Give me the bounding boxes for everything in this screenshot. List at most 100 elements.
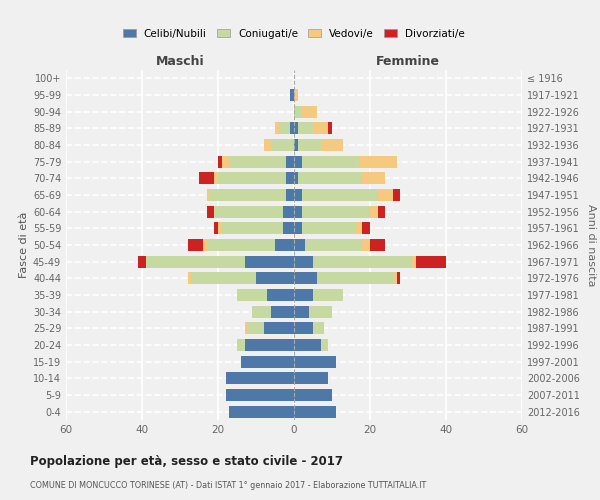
Bar [146, 256, 245, 268]
Bar [245, 322, 248, 334]
Bar [294, 156, 302, 168]
Bar [362, 222, 370, 234]
Bar [191, 272, 256, 284]
Bar [294, 306, 309, 318]
Bar [237, 289, 268, 301]
Bar [309, 306, 332, 318]
Bar [305, 239, 362, 251]
Bar [256, 272, 294, 284]
Bar [294, 106, 302, 118]
Bar [370, 206, 377, 218]
Bar [268, 289, 294, 301]
Bar [412, 256, 416, 268]
Bar [283, 206, 294, 218]
Bar [283, 222, 294, 234]
Bar [294, 122, 298, 134]
Bar [313, 122, 328, 134]
Bar [226, 372, 294, 384]
Bar [294, 356, 336, 368]
Bar [320, 139, 343, 151]
Bar [229, 406, 294, 417]
Bar [245, 256, 294, 268]
Bar [188, 239, 203, 251]
Bar [298, 172, 362, 184]
Y-axis label: Anni di nascita: Anni di nascita [586, 204, 596, 286]
Bar [226, 389, 294, 401]
Bar [320, 339, 328, 351]
Bar [222, 156, 229, 168]
Bar [294, 272, 317, 284]
Bar [302, 222, 355, 234]
Bar [294, 406, 336, 417]
Bar [294, 239, 305, 251]
Bar [317, 272, 393, 284]
Bar [214, 206, 283, 218]
Bar [294, 389, 332, 401]
Legend: Celibi/Nubili, Coniugati/e, Vedovi/e, Divorziati/e: Celibi/Nubili, Coniugati/e, Vedovi/e, Di… [119, 24, 469, 43]
Bar [206, 239, 275, 251]
Bar [263, 322, 294, 334]
Text: COMUNE DI MONCUCCO TORINESE (AT) - Dati ISTAT 1° gennaio 2017 - Elaborazione TUT: COMUNE DI MONCUCCO TORINESE (AT) - Dati … [30, 481, 426, 490]
Bar [294, 339, 320, 351]
Bar [359, 156, 397, 168]
Bar [290, 122, 294, 134]
Bar [294, 222, 302, 234]
Bar [294, 189, 302, 201]
Bar [313, 322, 325, 334]
Bar [302, 106, 317, 118]
Bar [362, 239, 370, 251]
Bar [377, 206, 385, 218]
Bar [294, 289, 313, 301]
Bar [214, 222, 218, 234]
Y-axis label: Fasce di età: Fasce di età [19, 212, 29, 278]
Bar [271, 306, 294, 318]
Bar [138, 256, 146, 268]
Bar [279, 122, 290, 134]
Bar [294, 89, 298, 101]
Text: Popolazione per età, sesso e stato civile - 2017: Popolazione per età, sesso e stato civil… [30, 455, 343, 468]
Bar [313, 256, 412, 268]
Text: Maschi: Maschi [155, 56, 205, 68]
Bar [355, 222, 362, 234]
Bar [218, 172, 286, 184]
Bar [229, 156, 286, 168]
Bar [290, 89, 294, 101]
Bar [294, 372, 328, 384]
Bar [298, 122, 313, 134]
Text: Femmine: Femmine [376, 56, 440, 68]
Bar [286, 172, 294, 184]
Bar [294, 206, 302, 218]
Bar [211, 189, 286, 201]
Bar [188, 272, 191, 284]
Bar [263, 139, 271, 151]
Bar [218, 222, 222, 234]
Bar [377, 189, 393, 201]
Bar [294, 322, 313, 334]
Bar [275, 122, 279, 134]
Bar [206, 189, 211, 201]
Bar [248, 322, 263, 334]
Bar [245, 339, 294, 351]
Bar [370, 239, 385, 251]
Bar [294, 139, 298, 151]
Bar [241, 356, 294, 368]
Bar [302, 206, 370, 218]
Bar [302, 189, 377, 201]
Bar [416, 256, 446, 268]
Bar [199, 172, 214, 184]
Bar [206, 206, 214, 218]
Bar [393, 272, 397, 284]
Bar [252, 306, 271, 318]
Bar [275, 239, 294, 251]
Bar [218, 156, 222, 168]
Bar [313, 289, 343, 301]
Bar [393, 189, 400, 201]
Bar [397, 272, 400, 284]
Bar [294, 256, 313, 268]
Bar [237, 339, 245, 351]
Bar [294, 172, 298, 184]
Bar [286, 156, 294, 168]
Bar [222, 222, 283, 234]
Bar [298, 139, 320, 151]
Bar [214, 172, 218, 184]
